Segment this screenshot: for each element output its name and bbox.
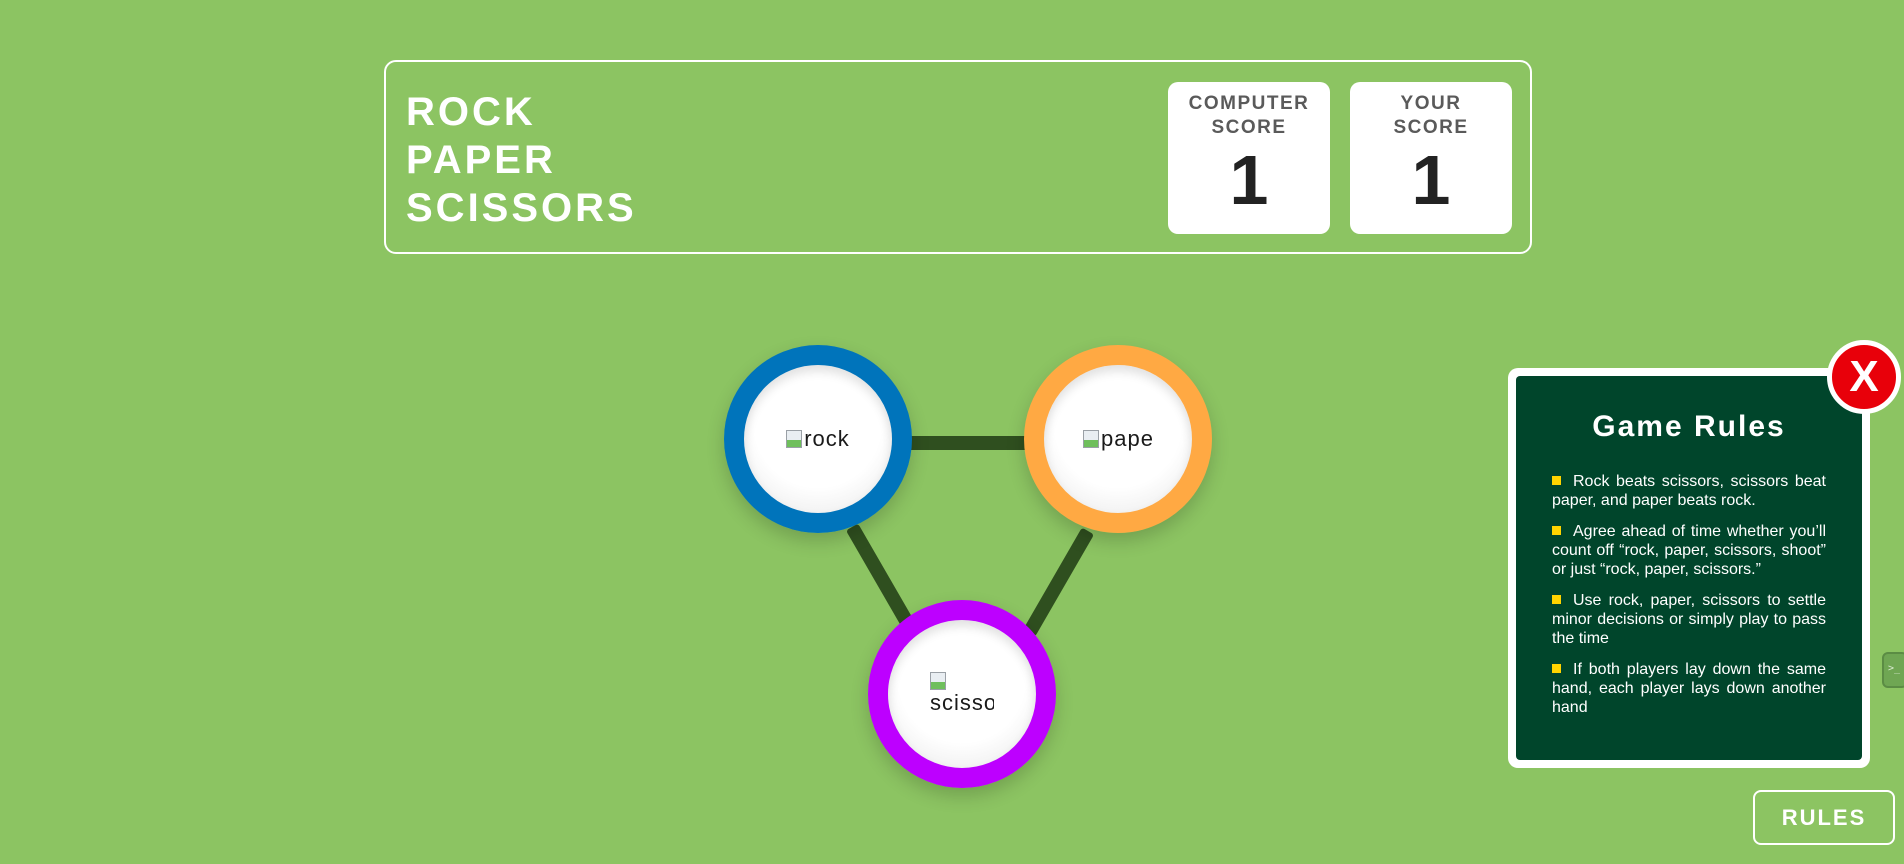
score-header: ROCK PAPER SCISSORS COMPUTER SCORE 1 YOU… [384, 60, 1532, 254]
rock-choice-button[interactable]: rock [724, 345, 912, 533]
connector-rock-paper [906, 436, 1030, 450]
connector-paper-scissors [1022, 527, 1095, 637]
rules-list-item: Use rock, paper, scissors to settle mino… [1552, 591, 1826, 648]
paper-choice-button[interactable]: paper [1024, 345, 1212, 533]
bullet-icon [1552, 476, 1561, 485]
title-line-scissors: SCISSORS [406, 186, 637, 230]
scissors-choice-button[interactable]: scisso [868, 600, 1056, 788]
rock-image-alt: rock [804, 426, 850, 451]
your-score-box: YOUR SCORE 1 [1350, 82, 1512, 234]
rules-content: Game Rules Rock beats scissors, scissors… [1516, 376, 1862, 760]
rule-text: If both players lay down the same hand, … [1552, 661, 1826, 716]
paper-image: paper [1083, 426, 1153, 452]
rules-title: Game Rules [1592, 410, 1786, 443]
close-rules-button[interactable]: X [1827, 340, 1901, 414]
rule-text: Use rock, paper, scissors to settle mino… [1552, 592, 1826, 647]
rules-list-item: Agree ahead of time whether you’ll count… [1552, 522, 1826, 579]
rule-text: Agree ahead of time whether you’ll count… [1552, 523, 1826, 578]
bullet-icon [1552, 664, 1561, 673]
rock-image: rock [786, 426, 850, 452]
rule-text: Rock beats scissors, scissors beat paper… [1552, 473, 1826, 509]
broken-image-icon [930, 672, 946, 690]
broken-image-icon [786, 430, 803, 448]
terminal-tab-icon[interactable]: >_ [1882, 652, 1904, 688]
rules-list: Rock beats scissors, scissors beat paper… [1552, 472, 1826, 717]
scissors-image: scisso [930, 672, 994, 716]
rules-modal: Game Rules Rock beats scissors, scissors… [1508, 368, 1870, 768]
bullet-icon [1552, 595, 1561, 604]
title-line-paper: PAPER [406, 138, 556, 182]
rules-button[interactable]: RULES [1753, 790, 1895, 845]
your-score-label: YOUR SCORE [1393, 93, 1469, 138]
broken-image-icon [1083, 430, 1099, 448]
your-score-value: 1 [1411, 141, 1451, 219]
rules-list-item: Rock beats scissors, scissors beat paper… [1552, 472, 1826, 510]
game-title: ROCK PAPER SCISSORS [406, 88, 637, 232]
computer-score-value: 1 [1229, 141, 1269, 219]
bullet-icon [1552, 526, 1561, 535]
computer-score-label: COMPUTER SCORE [1188, 93, 1310, 138]
paper-image-alt: paper [1101, 426, 1153, 451]
rules-list-item: If both players lay down the same hand, … [1552, 660, 1826, 717]
title-line-rock: ROCK [406, 90, 536, 134]
computer-score-box: COMPUTER SCORE 1 [1168, 82, 1330, 234]
scissors-image-alt: scisso [930, 690, 994, 715]
